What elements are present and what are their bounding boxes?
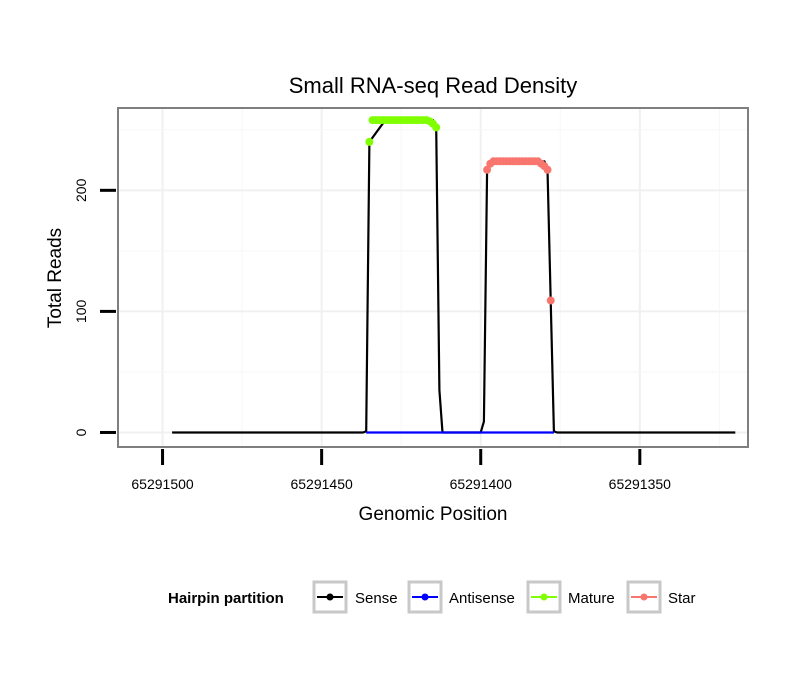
plot-panel [118, 108, 748, 447]
y-tick-label: 100 [73, 300, 89, 324]
legend-label-star: Star [668, 590, 696, 607]
legend-dot-mature [540, 593, 548, 601]
data-point-star [546, 296, 555, 305]
data-point-mature [432, 123, 441, 132]
y-axis-title: Total Reads [45, 228, 66, 328]
chart-title: Small RNA-seq Read Density [289, 73, 578, 98]
data-point-star [483, 165, 492, 174]
y-axis: 0 100 200 [73, 178, 116, 436]
legend-dot-sense [326, 593, 334, 601]
data-point-star [543, 165, 552, 174]
data-point-mature [365, 137, 374, 146]
x-tick-label: 65291400 [450, 476, 513, 492]
legend-dot-antisense [421, 593, 429, 601]
panel-background [118, 108, 748, 447]
legend-title: Hairpin partition [168, 590, 284, 607]
series-points [365, 116, 555, 305]
y-tick-label: 0 [73, 428, 89, 436]
legend-label-sense: Sense [355, 590, 398, 607]
panel-border-rect [117, 107, 749, 448]
series-lines [172, 118, 736, 434]
x-tick-label: 65291350 [609, 476, 672, 492]
x-tick-label: 65291450 [290, 476, 353, 492]
legend-label-antisense: Antisense [449, 590, 515, 607]
legend: Hairpin partition Sense Antisense Mature St… [168, 580, 696, 614]
plot-border [117, 107, 749, 448]
legend-label-mature: Mature [568, 590, 615, 607]
x-tick-label: 65291500 [131, 476, 194, 492]
x-axis: 65291500 65291450 65291400 65291350 [131, 449, 671, 492]
y-tick-label: 200 [73, 178, 89, 202]
legend-dot-star [640, 593, 648, 601]
x-axis-title: Genomic Position [359, 504, 508, 525]
